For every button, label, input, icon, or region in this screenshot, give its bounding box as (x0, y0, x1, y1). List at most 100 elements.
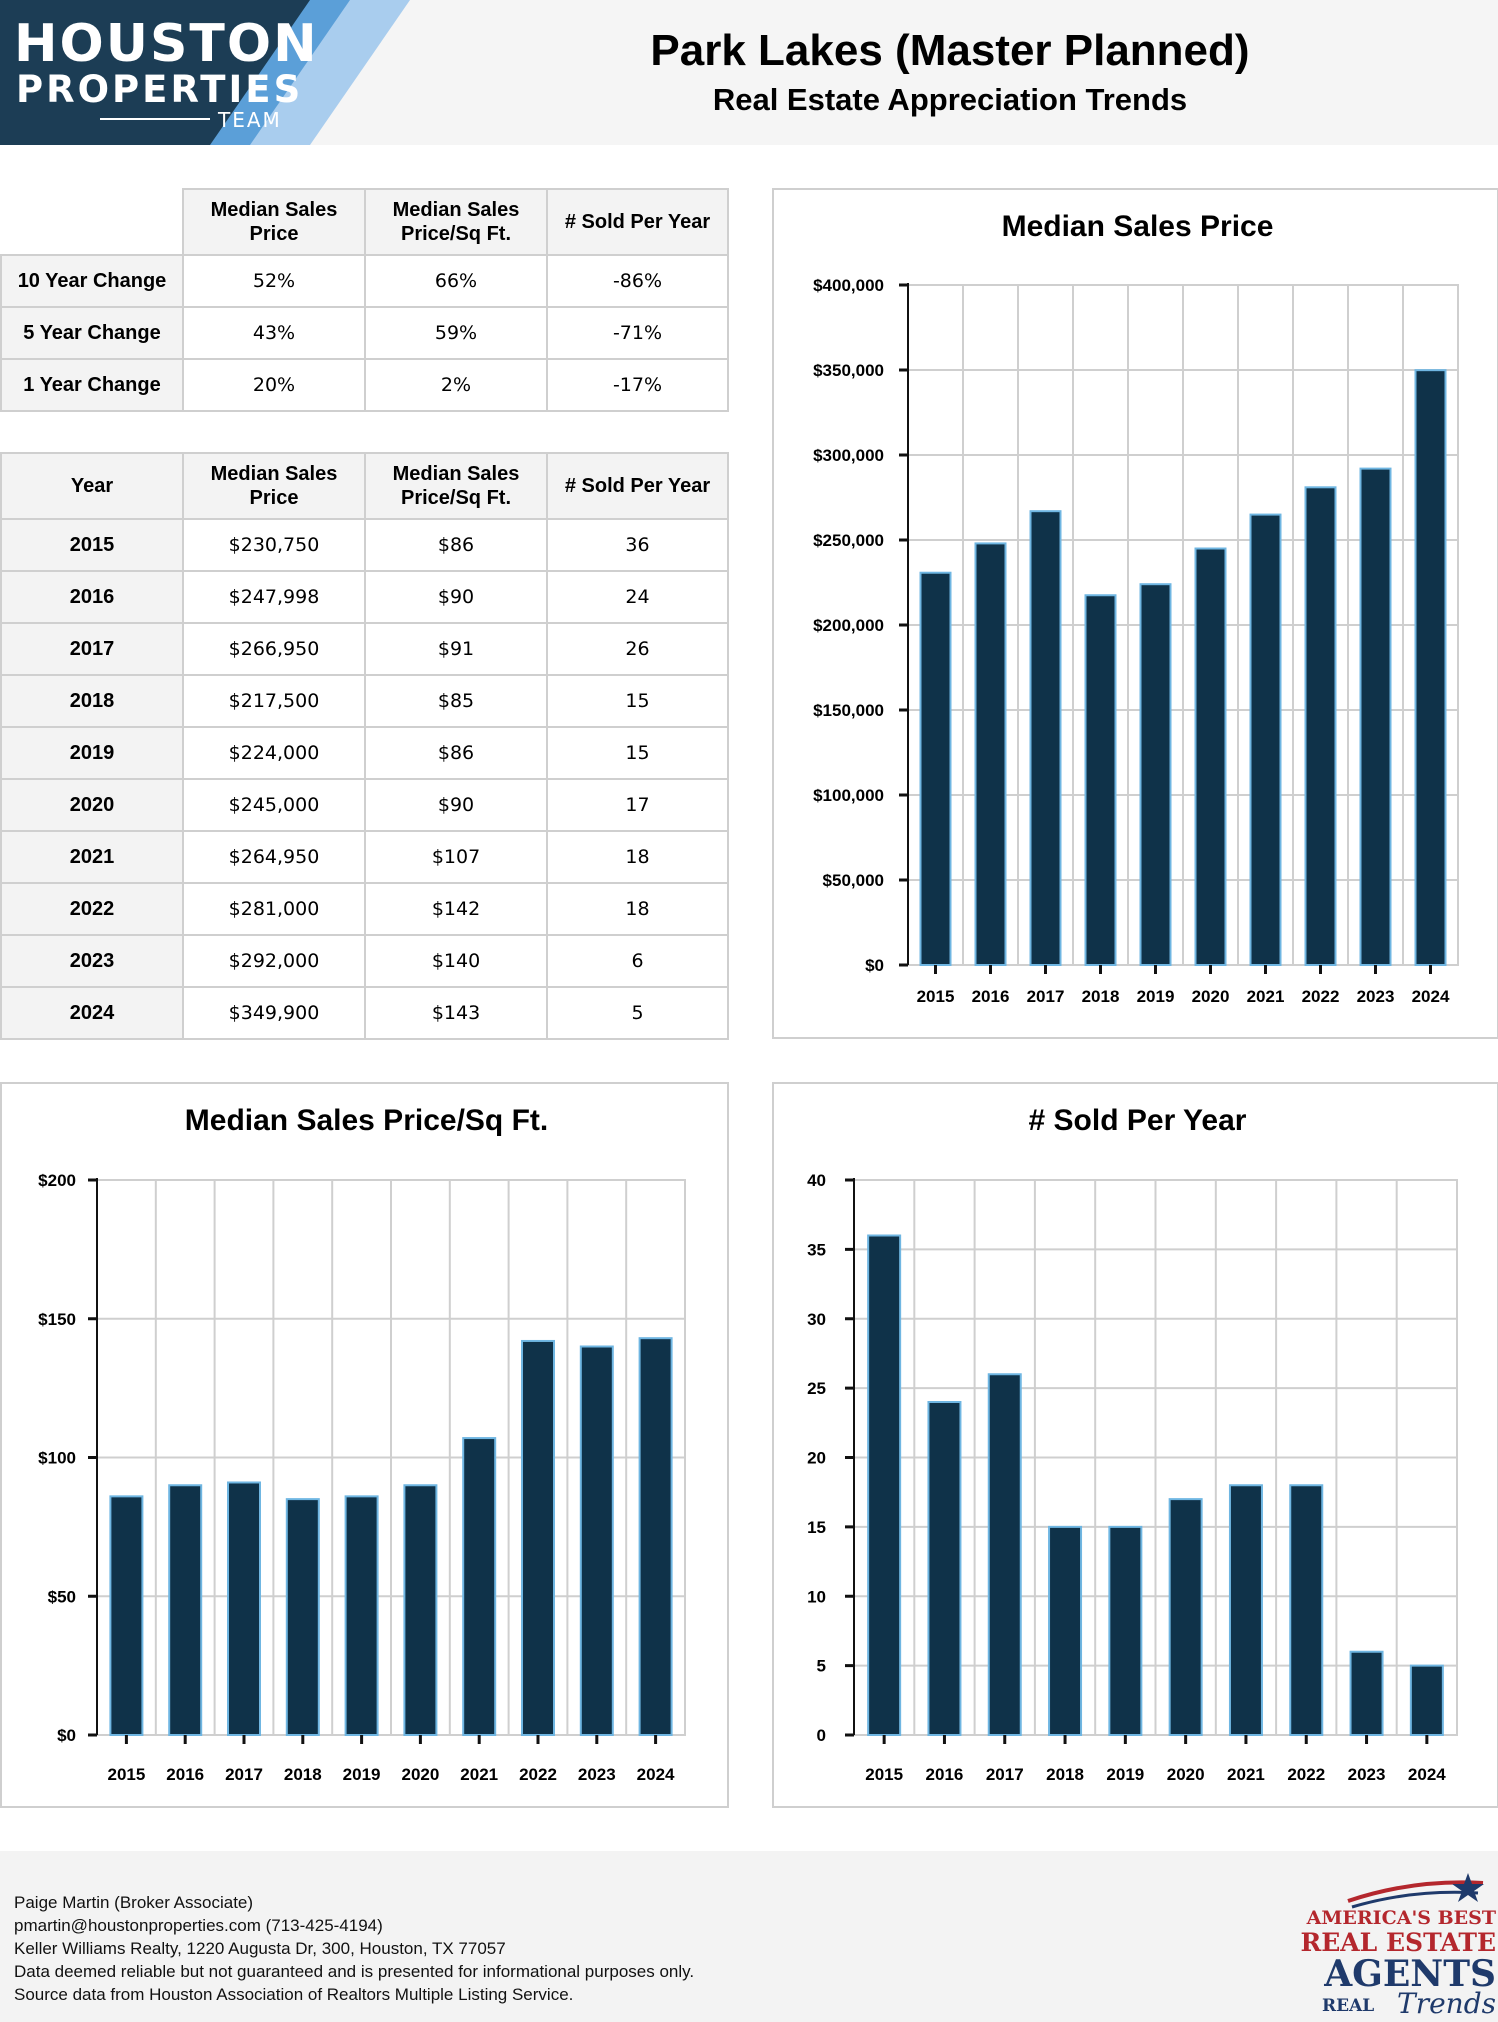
americas-best-agents-badge: AMERICA'S BEST REAL ESTATE AGENTS REAL T… (1300, 1851, 1498, 2022)
chart-title: # Sold Per Year (1029, 1104, 1247, 1137)
x-tick-label: 2021 (1227, 1765, 1265, 1784)
star-icon (1452, 1873, 1484, 1902)
y-tick-label: $200,000 (813, 616, 884, 635)
y-tick-label: $400,000 (813, 276, 884, 295)
table-cell: $140 (364, 934, 548, 988)
col-header-median-price: Median Sales Price (182, 188, 366, 256)
col-header-median-price: Median Sales Price (182, 452, 366, 520)
y-tick-label: 30 (807, 1310, 826, 1329)
table-row: 2022 $281,000 $142 18 (0, 882, 729, 936)
median-sales-price-chart: Median Sales Price $0 $50,000 $100,000 $150,… (772, 188, 1498, 1039)
table-cell: -71% (546, 306, 729, 360)
row-label-10-year: 10 Year Change (0, 254, 184, 308)
page-footer: Paige Martin (Broker Associate) pmartin@… (0, 1851, 1498, 2022)
bar-2017 (1029, 510, 1062, 966)
y-tick-label: $150 (38, 1310, 76, 1329)
x-tick-label: 2022 (1302, 987, 1340, 1006)
x-tick-label: 2016 (926, 1765, 964, 1784)
badge-line-trends: Trends (1397, 1987, 1496, 2020)
table-cell: 18 (546, 882, 729, 936)
table-row: 2015 $230,750 $86 36 (0, 518, 729, 572)
sold-per-year-chart: # Sold Per Year 0 5 10 15 20 25 30 35 40 2015 2016 2… (772, 1082, 1498, 1808)
table-cell: 66% (364, 254, 548, 308)
bar-2018 (285, 1498, 320, 1736)
x-tick-label: 2016 (166, 1765, 204, 1784)
houston-properties-logo[interactable]: HOUSTON PROPERTIES TEAM (0, 0, 410, 145)
col-header-sold-per-year: # Sold Per Year (546, 188, 729, 256)
data-disclaimer: Data deemed reliable but not guaranteed … (14, 1962, 695, 1981)
table-row: 2021 $264,950 $107 18 (0, 830, 729, 884)
bar-2020 (1194, 547, 1227, 966)
y-tick-label: $200 (38, 1171, 76, 1190)
bar-2020 (403, 1484, 438, 1736)
x-tick-label: 2024 (1412, 987, 1450, 1006)
y-tick-label: 20 (807, 1449, 826, 1468)
y-tick-label: $250,000 (813, 531, 884, 550)
agent-email-phone[interactable]: pmartin@houstonproperties.com (713-425-4… (14, 1916, 383, 1935)
y-tick-label: 40 (807, 1171, 826, 1190)
bar-2015 (867, 1234, 902, 1736)
page-subtitle: Real Estate Appreciation Trends (712, 82, 1188, 117)
table-cell: $86 (364, 518, 548, 572)
table-cell: $217,500 (182, 674, 366, 728)
x-tick-label: 2023 (1357, 987, 1395, 1006)
table-cell: 20% (182, 358, 366, 412)
col-header-year: Year (0, 452, 184, 520)
y-tick-label: 10 (807, 1587, 826, 1606)
table-cell: $349,900 (182, 986, 366, 1040)
bar-2021 (1249, 513, 1282, 966)
agent-office-address: Keller Williams Realty, 1220 Augusta Dr,… (14, 1939, 506, 1958)
table-cell: $90 (364, 570, 548, 624)
price-per-sqft-chart: Median Sales Price/Sq Ft. $0 $50 $100 $150 $2… (0, 1082, 729, 1808)
x-tick-label: 2019 (1106, 1765, 1144, 1784)
x-tick-label: 2023 (1348, 1765, 1386, 1784)
bar-2020 (1168, 1498, 1203, 1736)
bar-2015 (919, 571, 952, 966)
bar-2024 (1414, 369, 1447, 967)
bar-2017 (987, 1373, 1022, 1736)
table-cell: $245,000 (182, 778, 366, 832)
row-label-year: 2016 (0, 570, 184, 624)
bar-2022 (1289, 1484, 1324, 1736)
table-cell: 43% (182, 306, 366, 360)
year-table-body: 2015 $230,750 $86 36 2016 $247,998 $90 24 2017 $2… (0, 518, 729, 1040)
row-label-year: 2018 (0, 674, 184, 728)
y-tick-label: 25 (807, 1379, 826, 1398)
table-row: 2020 $245,000 $90 17 (0, 778, 729, 832)
price-per-sqft-svg: Median Sales Price/Sq Ft. $0 $50 $100 $150 $2… (38, 1104, 686, 1784)
col-header-price-sqft: Median Sales Price/Sq Ft. (364, 452, 548, 520)
page-header: HOUSTON PROPERTIES TEAM Park Lakes (Mast… (0, 0, 1498, 145)
x-tick-label: 2016 (972, 987, 1010, 1006)
table-cell: $266,950 (182, 622, 366, 676)
x-tick-label: 2024 (1408, 1765, 1446, 1784)
logo-line-properties: PROPERTIES (16, 68, 304, 111)
bar-2022 (521, 1339, 555, 1736)
y-tick-label: $100 (38, 1449, 76, 1468)
x-tick-label: 2018 (1046, 1765, 1084, 1784)
row-label-5-year: 5 Year Change (0, 306, 184, 360)
y-tick-label: 0 (817, 1726, 826, 1745)
badge-swoosh (1347, 1873, 1484, 1909)
x-tick-label: 2020 (401, 1765, 439, 1784)
table-cell: 26 (546, 622, 729, 676)
row-label-year: 2020 (0, 778, 184, 832)
table-cell: 24 (546, 570, 729, 624)
data-source-note: Source data from Houston Association of … (14, 1985, 574, 2004)
x-tick-label: 2018 (284, 1765, 322, 1784)
y-tick-label: 5 (817, 1657, 826, 1676)
y-tick-label: $0 (865, 956, 884, 975)
page-title: Park Lakes (Master Planned) (650, 26, 1250, 75)
x-tick-label: 2017 (986, 1765, 1024, 1784)
year-table-header-row: Year Median Sales Price Median Sales Pri… (0, 452, 729, 520)
table-cell: -17% (546, 358, 729, 412)
table-cell: 52% (182, 254, 366, 308)
y-tick-label: $300,000 (813, 446, 884, 465)
table-cell: $143 (364, 986, 548, 1040)
table-cell: 15 (546, 674, 729, 728)
row-label-year: 2021 (0, 830, 184, 884)
y-tick-label: $150,000 (813, 701, 884, 720)
badge-line-agents: AGENTS (1324, 1953, 1496, 1995)
bar-2022 (1304, 486, 1337, 966)
median-sales-price-svg: Median Sales Price $0 $50,000 $100,000 $150,… (813, 210, 1459, 1006)
table-cell: 2% (364, 358, 548, 412)
